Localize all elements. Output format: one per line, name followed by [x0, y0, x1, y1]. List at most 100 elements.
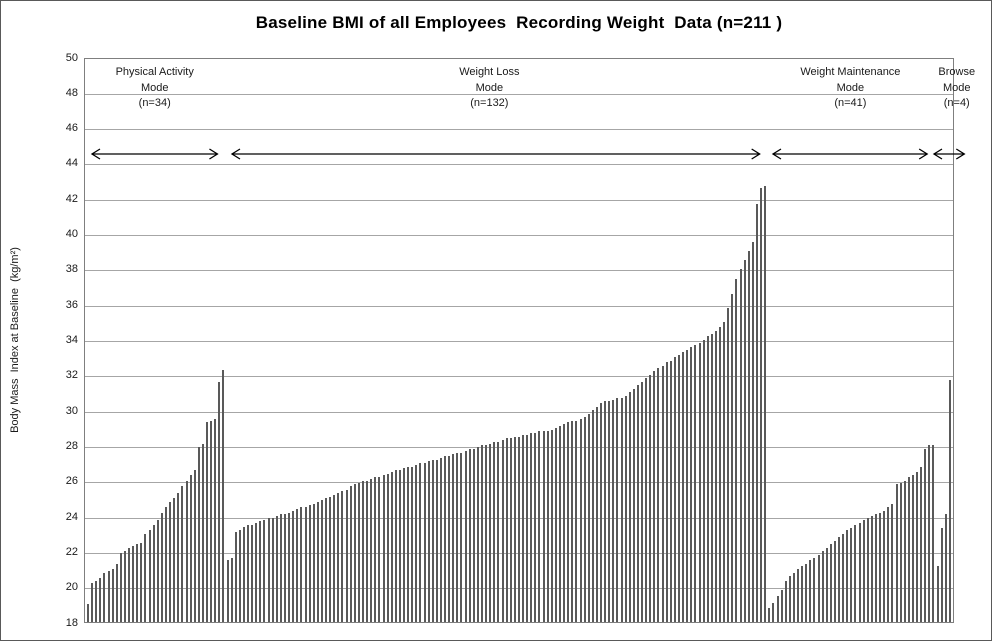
- bar: [165, 507, 167, 622]
- bar: [588, 413, 590, 622]
- bar: [916, 471, 918, 622]
- bar: [723, 321, 725, 622]
- group-label-line: Physical Activity: [115, 66, 194, 78]
- bar: [263, 519, 265, 622]
- bar: [231, 558, 233, 622]
- bar: [772, 602, 774, 622]
- y-tick-label: 28: [65, 439, 78, 452]
- bar: [867, 517, 869, 622]
- bar: [559, 426, 561, 622]
- chart-title: Baseline BMI of all Employees Recording …: [255, 13, 783, 32]
- bar: [809, 560, 811, 622]
- bar: [555, 427, 557, 622]
- bar: [506, 438, 508, 622]
- bar: [797, 569, 799, 622]
- bar: [600, 403, 602, 622]
- bar: [924, 448, 926, 622]
- bar: [526, 434, 528, 622]
- bar: [120, 553, 122, 622]
- bar: [428, 461, 430, 622]
- bar: [91, 583, 93, 622]
- bar: [362, 480, 364, 622]
- bar: [181, 486, 183, 622]
- bar: [707, 335, 709, 622]
- bar: [785, 581, 787, 622]
- bar: [477, 447, 479, 622]
- bar: [621, 397, 623, 622]
- bar: [116, 563, 118, 622]
- bar: [522, 434, 524, 622]
- bar: [473, 448, 475, 622]
- bar: [908, 477, 910, 622]
- bar: [161, 512, 163, 622]
- bar: [932, 445, 934, 622]
- bar: [469, 448, 471, 622]
- bar: [563, 424, 565, 622]
- double-arrow-icon: [90, 148, 219, 160]
- bar: [887, 507, 889, 622]
- gridline: [85, 305, 953, 307]
- gridline: [85, 164, 953, 166]
- bar: [489, 443, 491, 622]
- bar: [678, 355, 680, 622]
- bar: [830, 544, 832, 622]
- bar: [132, 546, 134, 622]
- bar: [235, 531, 237, 622]
- group-label-line: (n=132): [470, 97, 509, 109]
- bar: [440, 457, 442, 622]
- bar: [399, 470, 401, 622]
- bar: [645, 378, 647, 622]
- bar: [896, 484, 898, 622]
- bar: [793, 572, 795, 622]
- group-label-line: (n=41): [834, 97, 867, 109]
- bar: [571, 420, 573, 622]
- y-tick-label: 22: [65, 545, 78, 558]
- bar: [247, 524, 249, 622]
- bar: [387, 473, 389, 622]
- group-label-line: Weight Maintenance: [800, 66, 901, 78]
- bar: [534, 433, 536, 622]
- bar: [633, 388, 635, 622]
- bar: [391, 471, 393, 622]
- bar: [514, 436, 516, 622]
- bar: [518, 436, 520, 622]
- bar: [321, 500, 323, 622]
- bar: [666, 362, 668, 622]
- bar: [813, 558, 815, 622]
- y-tick-label: 48: [65, 86, 78, 99]
- gridline: [85, 93, 953, 95]
- bar: [333, 494, 335, 622]
- bar: [575, 420, 577, 622]
- bar: [637, 385, 639, 622]
- gridline: [85, 270, 953, 272]
- bar: [592, 410, 594, 622]
- y-tick-label: 44: [65, 157, 78, 170]
- bar: [177, 493, 179, 622]
- bar: [657, 367, 659, 622]
- bar: [937, 565, 939, 622]
- bar: [411, 466, 413, 622]
- bar: [444, 456, 446, 622]
- bar: [662, 365, 664, 622]
- group-label-line: (n=4): [943, 97, 970, 109]
- bar: [768, 607, 770, 622]
- bar: [350, 486, 352, 622]
- y-tick-label: 32: [65, 369, 78, 382]
- y-axis-title-text: Body Mass Index at Baseline (kg/m²): [9, 247, 21, 433]
- bar: [366, 480, 368, 622]
- bar: [625, 396, 627, 622]
- bar: [296, 509, 298, 622]
- bar: [407, 466, 409, 622]
- group-label-line: Browse: [938, 66, 976, 78]
- group-label-line: (n=34): [138, 97, 171, 109]
- bar: [87, 604, 89, 622]
- bar: [871, 516, 873, 622]
- bar: [649, 374, 651, 622]
- group-label-line: Mode: [942, 81, 971, 94]
- bar: [194, 470, 196, 622]
- y-tick-label: 24: [65, 510, 78, 523]
- double-arrow-icon: [932, 148, 966, 160]
- bar: [822, 551, 824, 622]
- y-tick-label: 18: [65, 616, 78, 629]
- group-label-line: Mode: [140, 81, 169, 94]
